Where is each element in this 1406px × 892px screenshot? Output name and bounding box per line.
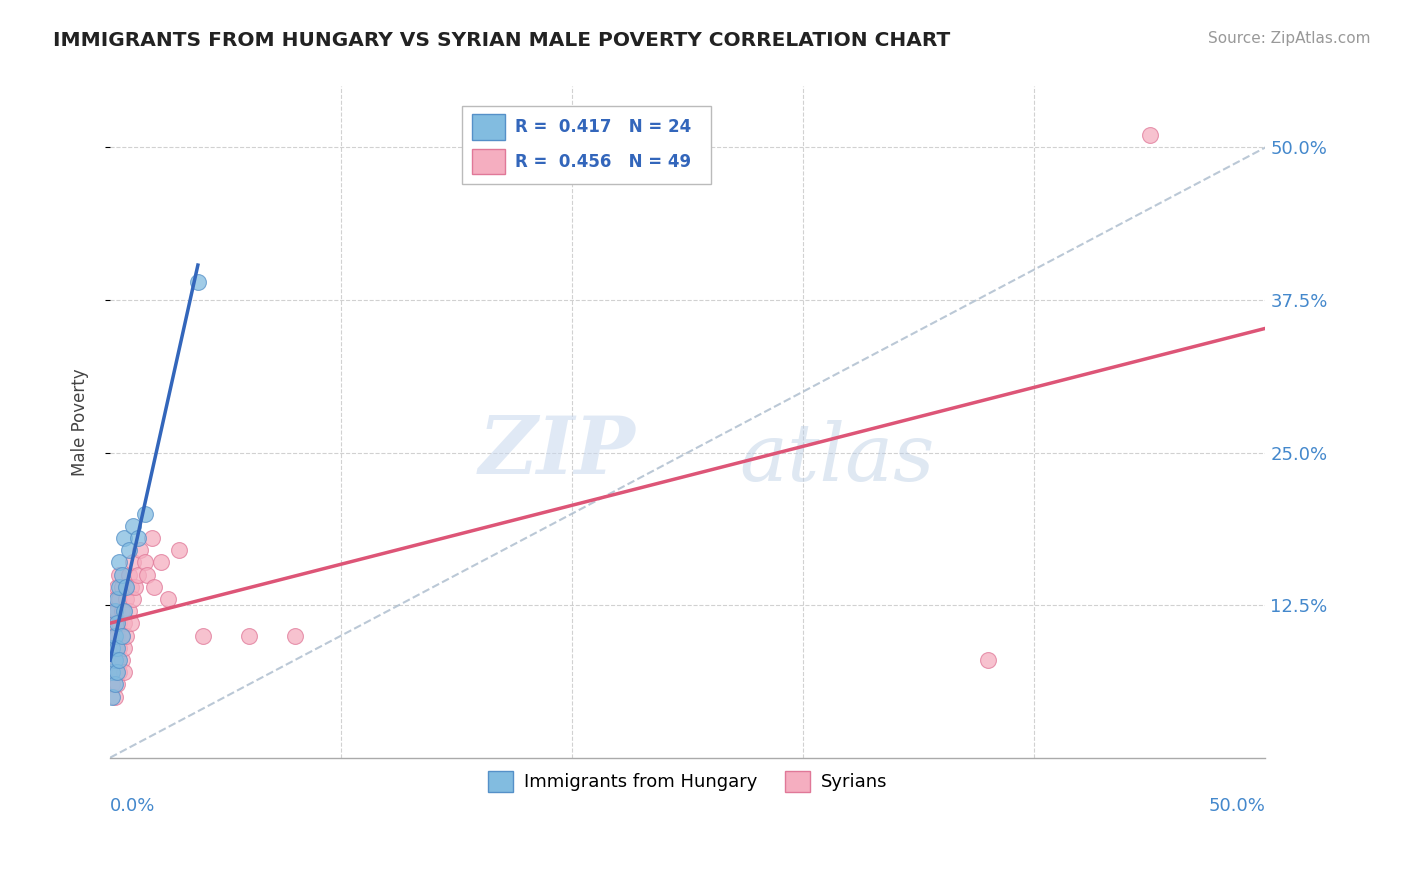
Point <box>105 677 128 691</box>
Text: 0.0%: 0.0% <box>110 797 156 814</box>
Text: ZIP: ZIP <box>479 414 636 491</box>
Point <box>187 275 209 289</box>
Point <box>108 567 131 582</box>
Point <box>108 653 131 667</box>
Point <box>108 555 131 569</box>
Point <box>120 616 142 631</box>
Point <box>104 677 127 691</box>
Point <box>101 629 124 643</box>
Point <box>104 604 127 618</box>
Point <box>134 555 156 569</box>
Point <box>284 629 307 643</box>
Point <box>101 690 124 704</box>
Point <box>134 507 156 521</box>
Point <box>111 604 134 618</box>
Point <box>111 567 134 582</box>
Point <box>127 531 149 545</box>
Point <box>105 653 128 667</box>
Text: 50.0%: 50.0% <box>1209 797 1265 814</box>
Point <box>129 543 152 558</box>
Point <box>112 665 135 680</box>
Point <box>141 531 163 545</box>
Point <box>104 616 127 631</box>
Point <box>111 629 134 643</box>
Point <box>104 653 127 667</box>
Point <box>115 592 138 607</box>
Point <box>112 616 135 631</box>
Point <box>105 665 128 680</box>
Point <box>105 616 128 631</box>
Text: IMMIGRANTS FROM HUNGARY VS SYRIAN MALE POVERTY CORRELATION CHART: IMMIGRANTS FROM HUNGARY VS SYRIAN MALE P… <box>53 31 950 50</box>
Point <box>101 677 124 691</box>
Point <box>117 567 139 582</box>
Point <box>104 629 127 643</box>
Point <box>112 531 135 545</box>
Point <box>238 629 260 643</box>
Point <box>101 640 124 655</box>
Point <box>108 616 131 631</box>
Point <box>122 518 145 533</box>
Point <box>120 580 142 594</box>
Text: Source: ZipAtlas.com: Source: ZipAtlas.com <box>1208 31 1371 46</box>
Legend: Immigrants from Hungary, Syrians: Immigrants from Hungary, Syrians <box>481 764 894 799</box>
Point <box>115 580 138 594</box>
Point <box>105 592 128 607</box>
Text: atlas: atlas <box>740 420 935 498</box>
Point <box>105 640 128 655</box>
Point <box>1139 128 1161 143</box>
Point <box>191 629 214 643</box>
Point <box>127 567 149 582</box>
Point <box>117 543 139 558</box>
Point <box>117 604 139 618</box>
Point <box>104 665 127 680</box>
Point <box>108 592 131 607</box>
Point <box>108 665 131 680</box>
Point <box>104 690 127 704</box>
Point <box>149 555 172 569</box>
Point <box>112 640 135 655</box>
Point <box>122 555 145 569</box>
Point <box>136 567 159 582</box>
Point <box>101 653 124 667</box>
Point <box>108 580 131 594</box>
Point <box>115 629 138 643</box>
Point <box>104 592 127 607</box>
Point <box>156 592 179 607</box>
Point <box>143 580 166 594</box>
Point <box>122 592 145 607</box>
Point <box>108 640 131 655</box>
Point <box>111 580 134 594</box>
Point <box>105 580 128 594</box>
Point <box>104 640 127 655</box>
Point <box>101 665 124 680</box>
Point <box>105 604 128 618</box>
Y-axis label: Male Poverty: Male Poverty <box>72 368 89 475</box>
Point <box>112 604 135 618</box>
Point <box>124 580 146 594</box>
Point <box>101 604 124 618</box>
Point <box>111 653 134 667</box>
Point <box>111 629 134 643</box>
Point <box>977 653 1000 667</box>
Point <box>169 543 191 558</box>
Point <box>105 629 128 643</box>
